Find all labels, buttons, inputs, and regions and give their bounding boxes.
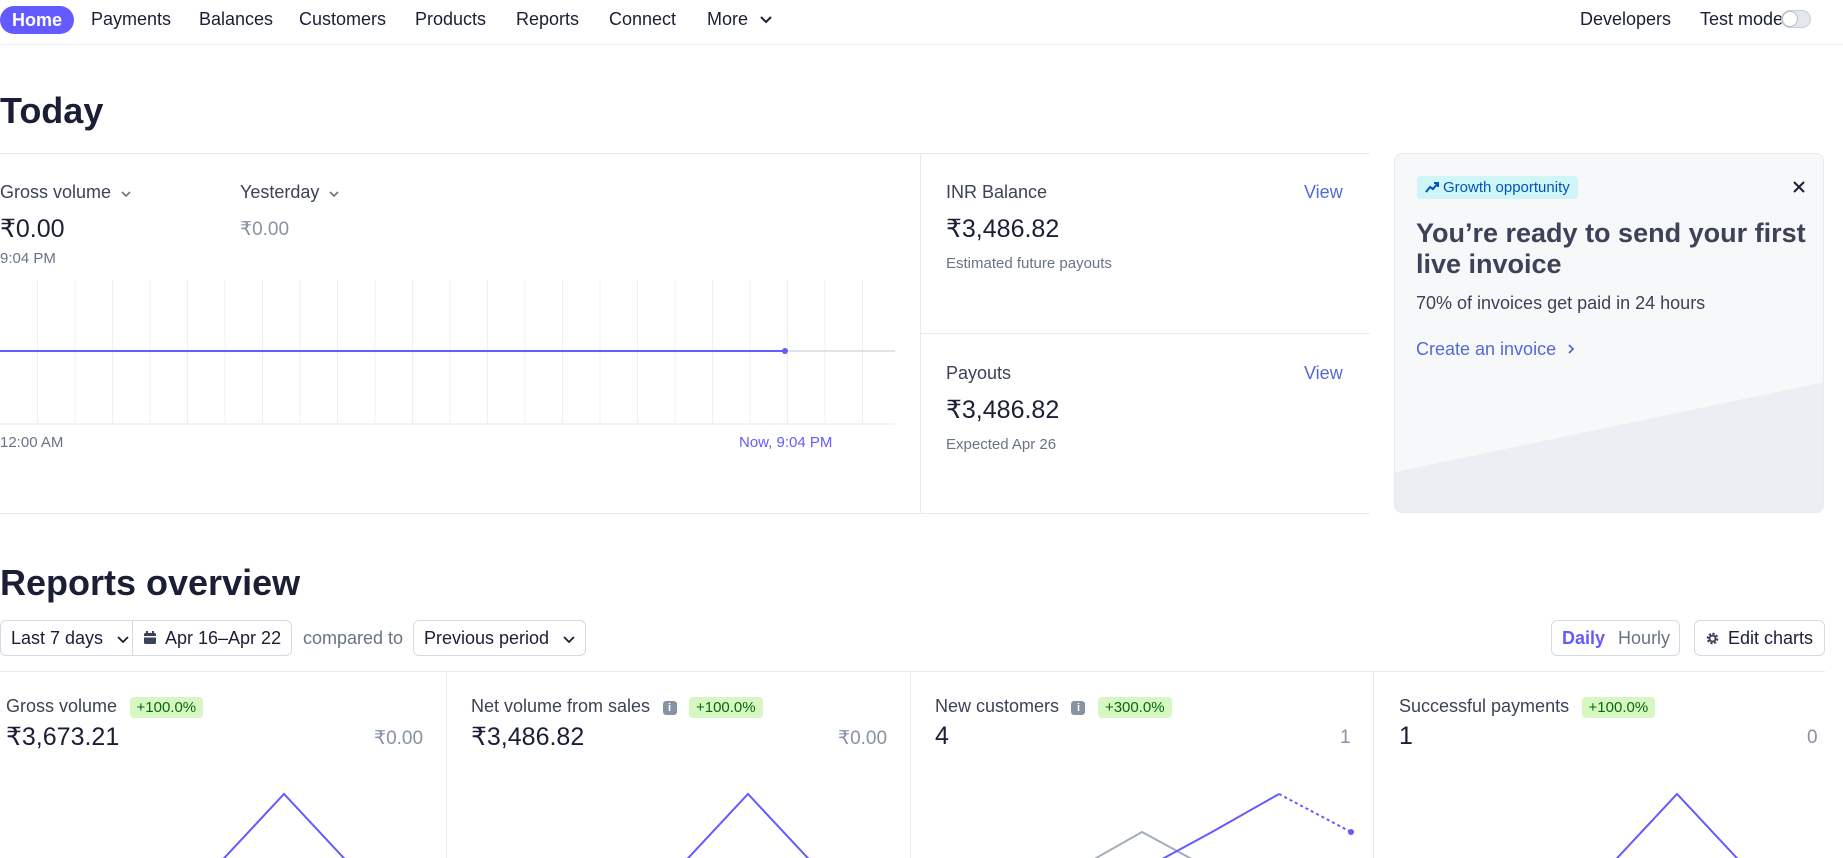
payouts-value: ₹3,486.82	[946, 396, 1060, 424]
test-mode-toggle[interactable]	[1781, 10, 1811, 28]
divider	[910, 672, 911, 858]
payouts-sub: Expected Apr 26	[946, 436, 1057, 453]
gross-volume-time: 9:04 PM	[0, 250, 56, 267]
divider	[0, 671, 1825, 672]
inr-balance-view-link[interactable]: View	[1304, 182, 1343, 202]
axis-start-label: 12:00 AM	[0, 434, 64, 451]
nav-home[interactable]: Home	[0, 6, 75, 34]
growth-chip-label: Growth opportunity	[1443, 179, 1570, 196]
trend-up-icon	[1425, 182, 1439, 193]
comparison-label: Previous period	[424, 628, 550, 648]
inr-balance-value: ₹3,486.82	[946, 215, 1060, 243]
divider	[0, 513, 1370, 514]
report-card-net-volume[interactable]: Net volume from sales i +100.0%	[471, 696, 763, 718]
card-value: 1	[1399, 722, 1413, 750]
change-badge: +100.0%	[129, 697, 204, 718]
nav-more-label: More	[707, 9, 749, 29]
yesterday-dropdown[interactable]: Yesterday	[240, 182, 340, 203]
divider	[920, 333, 1370, 334]
divider	[446, 672, 447, 858]
new-customers-sparkline	[1094, 793, 1354, 858]
nav-products[interactable]: Products	[415, 9, 487, 29]
card-value: 4	[935, 722, 949, 750]
gross-volume-dropdown[interactable]: Gross volume	[0, 182, 132, 203]
axis-now-label: Now, 9:04 PM	[739, 434, 833, 451]
create-invoice-link[interactable]: Create an invoice	[1416, 339, 1575, 360]
info-icon[interactable]: i	[662, 701, 677, 715]
calendar-icon	[144, 631, 156, 644]
payouts-view-link[interactable]: View	[1304, 363, 1343, 383]
top-nav: Home Payments Balances Customers Product…	[0, 0, 1843, 45]
divider	[0, 153, 1370, 154]
gross-volume-sparkline	[222, 792, 346, 858]
successful-payments-sparkline	[1615, 792, 1739, 858]
payouts-label: Payouts	[946, 363, 1012, 383]
chevron-down-icon	[121, 191, 131, 198]
comparison-select[interactable]: Previous period	[413, 620, 586, 656]
date-range-label: Apr 16–Apr 22	[165, 628, 282, 648]
card-previous: 0	[1807, 727, 1818, 748]
info-icon[interactable]: i	[1071, 701, 1086, 715]
card-label: Gross volume	[6, 696, 118, 716]
yesterday-value: ₹0.00	[240, 219, 290, 240]
gear-icon	[1706, 632, 1719, 645]
gross-volume-value: ₹0.00	[0, 215, 65, 243]
inr-balance-label: INR Balance	[946, 182, 1048, 202]
change-badge: +100.0%	[688, 697, 763, 718]
nav-balances[interactable]: Balances	[199, 9, 274, 29]
daily-option[interactable]: Daily	[1562, 628, 1606, 648]
test-mode-label: Test mode	[1700, 9, 1784, 29]
card-label: Net volume from sales	[471, 696, 651, 716]
divider	[1373, 672, 1374, 858]
chevron-down-icon	[563, 636, 575, 644]
interval-toggle: Daily Hourly	[1551, 620, 1680, 656]
nav-developers[interactable]: Developers	[1580, 9, 1672, 29]
today-chart	[0, 280, 895, 425]
nav-more[interactable]: More	[707, 9, 773, 30]
promo-body: 70% of invoices get paid in 24 hours	[1416, 293, 1706, 313]
chevron-down-icon	[760, 16, 772, 24]
today-now-dot	[782, 348, 788, 354]
compared-to-label: compared to	[303, 628, 404, 648]
nav-reports[interactable]: Reports	[516, 9, 580, 29]
edit-charts-button[interactable]: Edit charts	[1694, 620, 1825, 656]
growth-promo-card: Growth opportunity You’re ready to send …	[1394, 153, 1824, 513]
nav-payments[interactable]: Payments	[91, 9, 172, 29]
hourly-option[interactable]: Hourly	[1618, 628, 1671, 648]
card-value: ₹3,486.82	[471, 723, 585, 751]
range-label: Last 7 days	[11, 628, 104, 648]
reports-title: Reports overview	[0, 562, 301, 603]
nav-customers[interactable]: Customers	[299, 9, 387, 29]
card-previous: 1	[1340, 727, 1351, 748]
chevron-down-icon	[329, 191, 339, 198]
chevron-down-icon	[117, 636, 129, 644]
inr-balance-sub: Estimated future payouts	[946, 255, 1112, 272]
date-range-picker[interactable]: Apr 16–Apr 22	[132, 620, 292, 656]
net-volume-sparkline	[686, 792, 810, 858]
card-previous: ₹0.00	[838, 728, 888, 749]
report-sparklines	[222, 792, 1739, 858]
gross-volume-label: Gross volume	[0, 182, 112, 202]
growth-chip: Growth opportunity	[1417, 176, 1578, 199]
today-title: Today	[0, 90, 104, 131]
card-label: Successful payments	[1399, 696, 1570, 716]
promo-background	[1395, 382, 1823, 512]
change-badge: +100.0%	[1581, 697, 1656, 718]
change-badge: +300.0%	[1097, 697, 1172, 718]
card-previous: ₹0.00	[374, 728, 424, 749]
edit-charts-label: Edit charts	[1728, 628, 1814, 648]
report-card-gross-volume[interactable]: Gross volume +100.0%	[6, 696, 204, 718]
yesterday-label: Yesterday	[240, 182, 320, 202]
chevron-right-icon	[1568, 344, 1575, 354]
report-card-new-customers[interactable]: New customers i +300.0%	[935, 696, 1172, 718]
report-card-successful-payments[interactable]: Successful payments +100.0%	[1399, 696, 1656, 718]
close-icon[interactable]	[1792, 180, 1806, 194]
range-select[interactable]: Last 7 days	[0, 620, 133, 656]
create-invoice-label: Create an invoice	[1416, 339, 1557, 359]
card-label: New customers	[935, 696, 1060, 716]
card-value: ₹3,673.21	[6, 723, 120, 751]
nav-connect[interactable]: Connect	[609, 9, 677, 29]
promo-heading: You’re ready to send your first live inv…	[1416, 218, 1806, 279]
